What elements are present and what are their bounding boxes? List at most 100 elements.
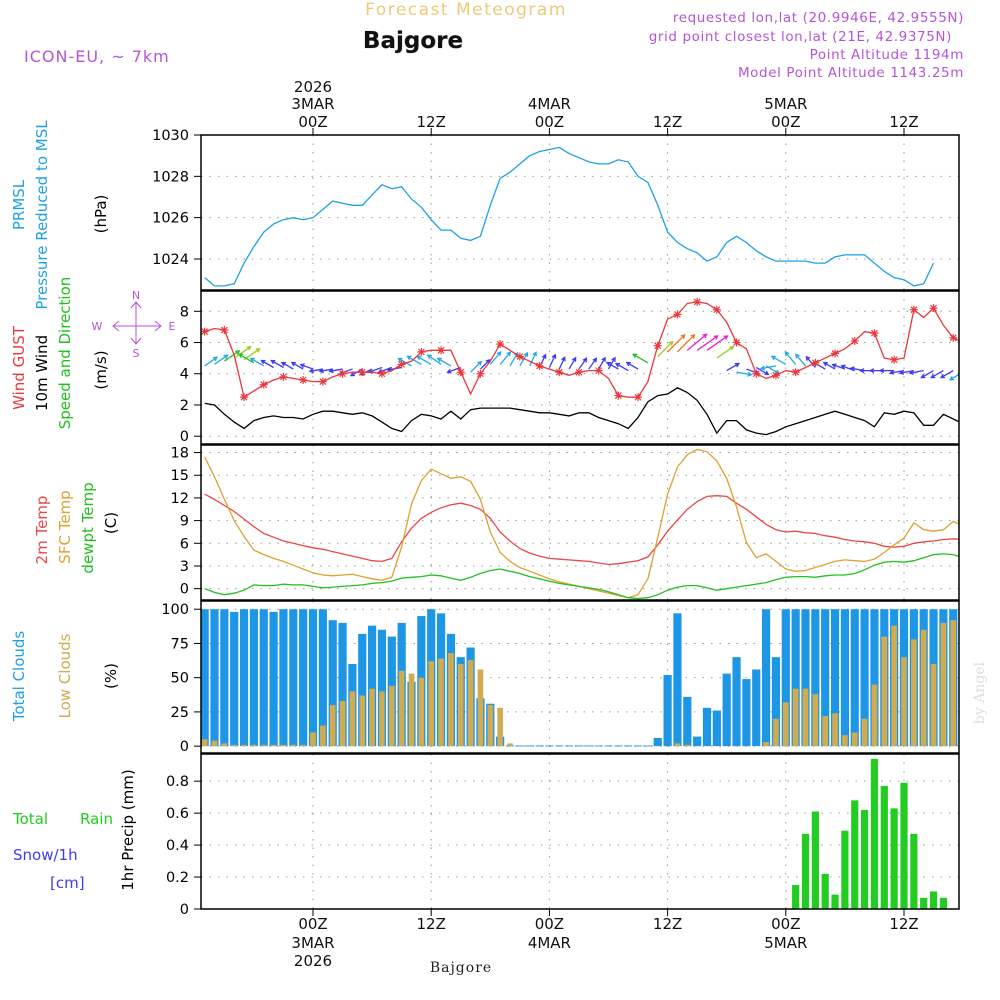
wind-arrow-shaft <box>805 356 816 368</box>
wind-arrow-head <box>668 340 674 346</box>
wind-arrow-head <box>270 359 276 365</box>
panel-frame <box>200 444 960 601</box>
panel-body <box>792 758 947 909</box>
total-clouds-bar <box>279 609 288 747</box>
wind-arrow <box>249 357 265 367</box>
total-clouds-bar <box>959 609 967 746</box>
precip-bar <box>910 833 918 909</box>
gust-marker-d2 <box>201 328 209 336</box>
time-label: 12Z <box>417 915 446 933</box>
time-label: 00Z <box>535 915 564 933</box>
pressure-panel-labels: PRMSL Pressure Reduced to MSL (hPa) <box>10 120 110 310</box>
wind-arrow <box>657 340 674 358</box>
wind-arrow-head <box>601 356 606 362</box>
wind-arrow-head <box>551 353 557 359</box>
wind-arrow <box>499 351 512 365</box>
y-tick-label: 0 <box>180 582 189 598</box>
wind-arrow-shaft <box>568 357 577 370</box>
y-tick-label: 1030 <box>152 128 189 144</box>
gust-marker-d2 <box>240 393 248 401</box>
compass-e: E <box>169 320 176 333</box>
panel-frame <box>200 600 960 754</box>
gust-marker <box>515 352 524 361</box>
total-clouds-bar <box>299 609 308 747</box>
wind-arrow <box>795 353 806 367</box>
gust-marker-d2 <box>910 306 918 314</box>
low-clouds-bar <box>842 735 848 747</box>
wind-arrow <box>759 365 777 371</box>
total-clouds-bar <box>850 609 859 747</box>
y-tick-label: 100 <box>161 602 189 618</box>
total-clouds-bar <box>318 609 327 747</box>
wind-arrow-shaft <box>470 361 482 373</box>
low-clouds-bar <box>851 732 858 747</box>
watermark: by Angel <box>972 661 988 724</box>
wind-arrow-shaft <box>990 374 1000 384</box>
total-clouds-bar <box>752 669 761 747</box>
wind-arrow-head <box>948 375 955 381</box>
gust-marker-d2 <box>772 371 780 379</box>
wind-arrow-shaft <box>588 358 597 370</box>
y-tick-label: 1026 <box>152 211 189 227</box>
y-tick-label: 1024 <box>152 252 189 268</box>
gust-marker <box>850 336 859 345</box>
y-tick-label: 75 <box>171 636 189 652</box>
wind-arrow <box>270 359 284 369</box>
precip-bar <box>870 758 879 909</box>
gust-marker-d2 <box>339 370 346 378</box>
gust-marker-d2 <box>496 340 504 348</box>
compass-s: S <box>133 347 140 360</box>
y-tick-label: 0 <box>180 429 189 445</box>
gust-marker <box>259 380 268 389</box>
gust-marker <box>693 297 702 306</box>
wind-arrow-head <box>980 380 984 384</box>
time-date: 5MAR <box>764 934 807 952</box>
wind-arrow <box>470 360 483 373</box>
wind-arrow-shaft <box>958 373 959 376</box>
wind-arrow <box>784 351 797 365</box>
wind-arrow-shaft <box>368 366 383 373</box>
wind-arrow-head <box>930 373 936 379</box>
wind-arrow-shaft <box>223 350 240 362</box>
wind-arrow <box>716 345 735 359</box>
gust-marker <box>397 360 406 369</box>
wind-arrow-head <box>290 361 296 367</box>
total-clouds-bar <box>633 745 643 747</box>
time-date: 4MAR <box>528 95 571 113</box>
wind-arrow-head <box>260 359 266 365</box>
wind-arrow <box>625 361 639 370</box>
wind-arrow-head <box>632 353 638 359</box>
location-title: Bajgore <box>363 28 463 54</box>
y-tick-label: 6 <box>180 336 189 352</box>
gust-marker <box>358 368 367 377</box>
time-label: 00Z <box>771 113 800 131</box>
wind-arrow <box>436 357 452 367</box>
low-clouds-bar <box>201 739 208 747</box>
gust-marker <box>949 333 958 342</box>
panel-body <box>204 146 935 287</box>
wind-arrow-shaft <box>909 369 924 374</box>
wind-label: 10m Wind <box>33 335 51 411</box>
wind-arrow-shaft <box>632 353 649 364</box>
total-clouds-bar <box>230 611 239 747</box>
wind-unit: (m/s) <box>92 350 110 389</box>
point-altitude: Point Altitude 1194m <box>810 47 964 63</box>
gust-marker-d2 <box>949 334 957 342</box>
wind-arrow-shaft <box>300 364 314 370</box>
low-clouds-bar <box>911 639 917 747</box>
wind-arrow-shaft <box>784 351 797 365</box>
wind-arrow-head <box>541 353 547 359</box>
wind-arrow-shaft <box>716 346 734 359</box>
total-clouds-bar <box>249 609 258 747</box>
y-tick-label: 0.4 <box>166 838 189 854</box>
pressure-unit: (hPa) <box>92 195 110 234</box>
wind-arrow <box>223 350 241 362</box>
wind-arrow-shaft <box>309 368 323 372</box>
wind-arrow-head <box>805 355 811 361</box>
wind-arrow-head <box>605 361 612 367</box>
low-clouds-bar <box>320 725 326 747</box>
wind-arrow-shaft <box>823 361 836 370</box>
gust-marker-d2 <box>792 368 800 376</box>
gust-marker-d2 <box>595 367 603 375</box>
low-clouds-bar <box>763 742 769 747</box>
